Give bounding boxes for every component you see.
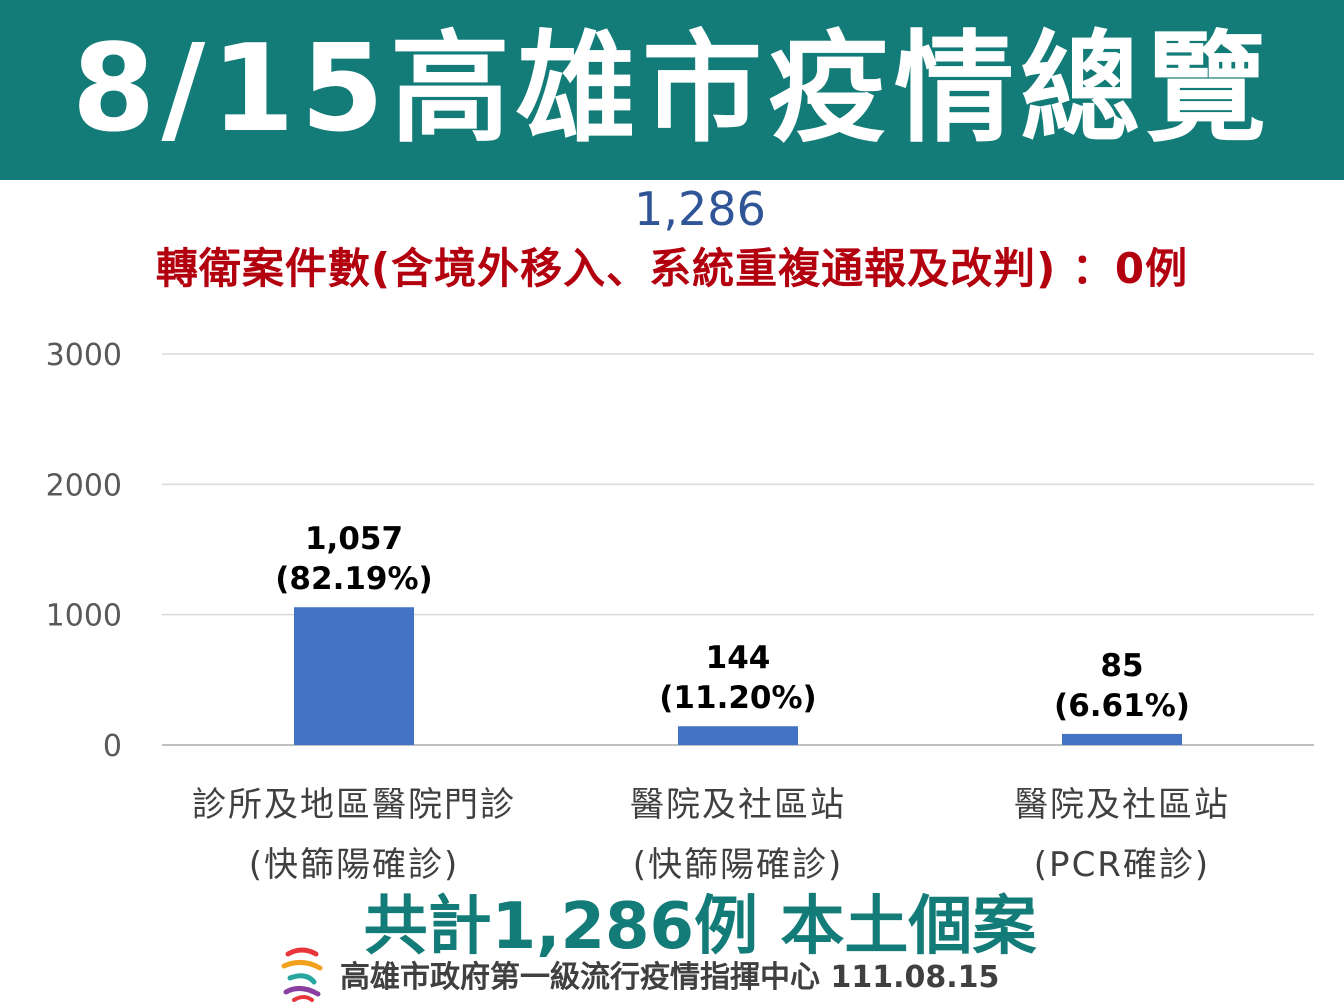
page-title: 8/15高雄市疫情總覽	[71, 20, 1273, 159]
footer: 高雄市政府第一級流行疫情指揮中心 111.08.15	[278, 944, 999, 1004]
category-sublabel: (快篩陽確診)	[633, 845, 844, 885]
data-label-percent: (82.19%)	[275, 561, 432, 597]
kaohsiung-logo-icon	[281, 947, 323, 1002]
category-label: 醫院及社區站	[1014, 785, 1230, 825]
category-label: 診所及地區醫院門診	[192, 785, 516, 825]
y-tick-label: 1000	[46, 599, 122, 634]
total-count-top: 1,286	[634, 182, 766, 236]
bar	[1062, 733, 1182, 745]
y-tick-label: 0	[103, 729, 122, 764]
data-label-percent: (6.61%)	[1054, 688, 1190, 724]
data-label-value: 1,057	[305, 521, 403, 557]
bar	[294, 607, 414, 745]
data-label-value: 144	[706, 640, 771, 676]
y-tick-label: 2000	[46, 468, 122, 503]
y-tick-label: 3000	[46, 338, 122, 373]
category-sublabel: (快篩陽確診)	[249, 845, 460, 885]
title-banner: 8/15高雄市疫情總覽	[0, 0, 1344, 180]
data-label-percent: (11.20%)	[659, 680, 816, 716]
category-label: 醫院及社區站	[630, 785, 846, 825]
footer-org-date: 高雄市政府第一級流行疫情指揮中心 111.08.15	[340, 960, 1000, 995]
transfer-cases-note: 轉衛案件數(含境外移入、系統重複通報及改判) ：0例	[155, 244, 1189, 293]
bar	[678, 726, 798, 745]
category-sublabel: (PCR確診)	[1034, 845, 1210, 885]
summary-total: 共計1,286例 本土個案	[363, 890, 1037, 964]
bar-chart: 0 1000 2000 3000 1,057 (82.19%) 診所及地區醫院門診 (快篩陽確…	[46, 338, 1314, 885]
data-label-value: 85	[1100, 648, 1143, 684]
